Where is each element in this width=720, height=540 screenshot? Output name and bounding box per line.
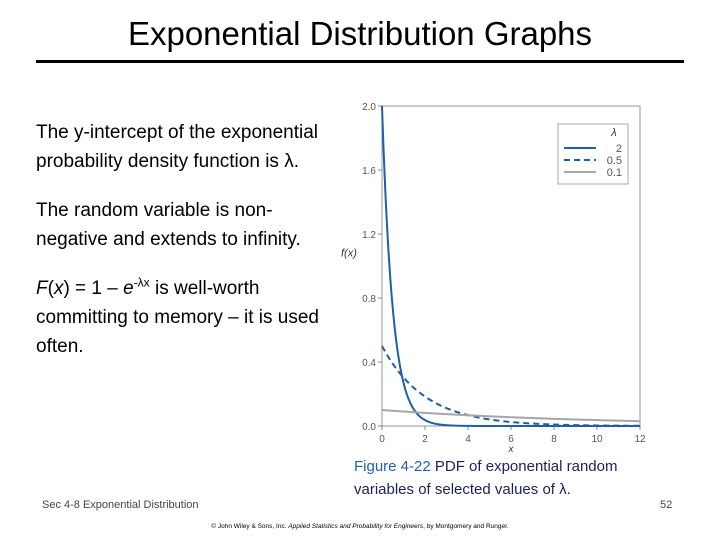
exponential-pdf-chart: 0.00.40.81.21.62.0 0 2 4 6 8 10 12 λ20.50.1 f(… bbox=[341, 102, 646, 455]
bullet-list: The y-intercept of the exponential proba… bbox=[36, 118, 336, 381]
y-tick-label: 2.0 bbox=[362, 102, 376, 113]
bullet-1: The y-intercept of the exponential proba… bbox=[36, 122, 319, 172]
legend-label: 2 bbox=[616, 143, 622, 155]
bullet-3-open: ( bbox=[47, 278, 54, 299]
x-tick-label: 12 bbox=[634, 434, 646, 445]
legend-box bbox=[557, 123, 629, 185]
page-number: 52 bbox=[660, 499, 673, 511]
y-tick-label: 1.6 bbox=[362, 166, 376, 177]
x-tick-label: 8 bbox=[551, 434, 557, 445]
y-tick-label: 0.8 bbox=[362, 294, 376, 305]
legend-label: 0.1 bbox=[607, 167, 622, 179]
x-tick-label: 6 bbox=[508, 434, 514, 445]
copyright-prefix: © John Wiley & Sons, Inc. bbox=[211, 523, 289, 530]
title-underline bbox=[36, 60, 684, 63]
y-tick-label: 0.0 bbox=[362, 422, 376, 433]
bullet-2: The random variable is non-negative and … bbox=[36, 200, 301, 250]
copyright-book-title: Applied Statistics and Probability for E… bbox=[288, 523, 424, 530]
legend-label: 0.5 bbox=[607, 155, 622, 167]
y-tick-label: 0.4 bbox=[362, 358, 376, 369]
y-axis-label: f(x) bbox=[341, 247, 357, 259]
slide-title: Exponential Distribution Graphs bbox=[127, 15, 593, 52]
series-line-lambda-0-5 bbox=[381, 345, 640, 427]
bullet-3-F: F bbox=[36, 278, 48, 299]
caption-figure-number: Figure 4-22 bbox=[354, 458, 431, 475]
x-axis-label: x bbox=[508, 444, 515, 455]
bullet-3-x: x bbox=[53, 278, 64, 299]
bullet-3-mid: ) = 1 – bbox=[63, 278, 124, 299]
x-tick-label: 10 bbox=[591, 434, 603, 445]
copyright-suffix: , by Montgomery and Runger. bbox=[423, 523, 509, 530]
x-tick-label: 4 bbox=[465, 434, 471, 445]
caption-text: PDF of exponential random variables of s… bbox=[354, 458, 618, 498]
bullet-3-tail: is well-worth committing to memory – it … bbox=[36, 278, 319, 357]
series-line-lambda-0-1 bbox=[381, 409, 641, 423]
bullet-3: F(x) = 1 – e-λx is well-worth committing… bbox=[36, 274, 336, 361]
y-tick-label: 1.2 bbox=[362, 230, 376, 241]
x-tick-label: 0 bbox=[379, 434, 385, 445]
footer-section: Sec 4-8 Exponential Distribution bbox=[42, 499, 199, 511]
bullet-3-e: e bbox=[123, 278, 134, 299]
copyright-notice: © John Wiley & Sons, Inc. Applied Statis… bbox=[0, 523, 720, 530]
figure-caption: Figure 4-22 PDF of exponential random va… bbox=[354, 455, 674, 501]
legend-title: λ bbox=[610, 127, 616, 139]
x-tick-label: 2 bbox=[422, 434, 428, 445]
bullet-3-exponent: -λx bbox=[133, 275, 150, 290]
